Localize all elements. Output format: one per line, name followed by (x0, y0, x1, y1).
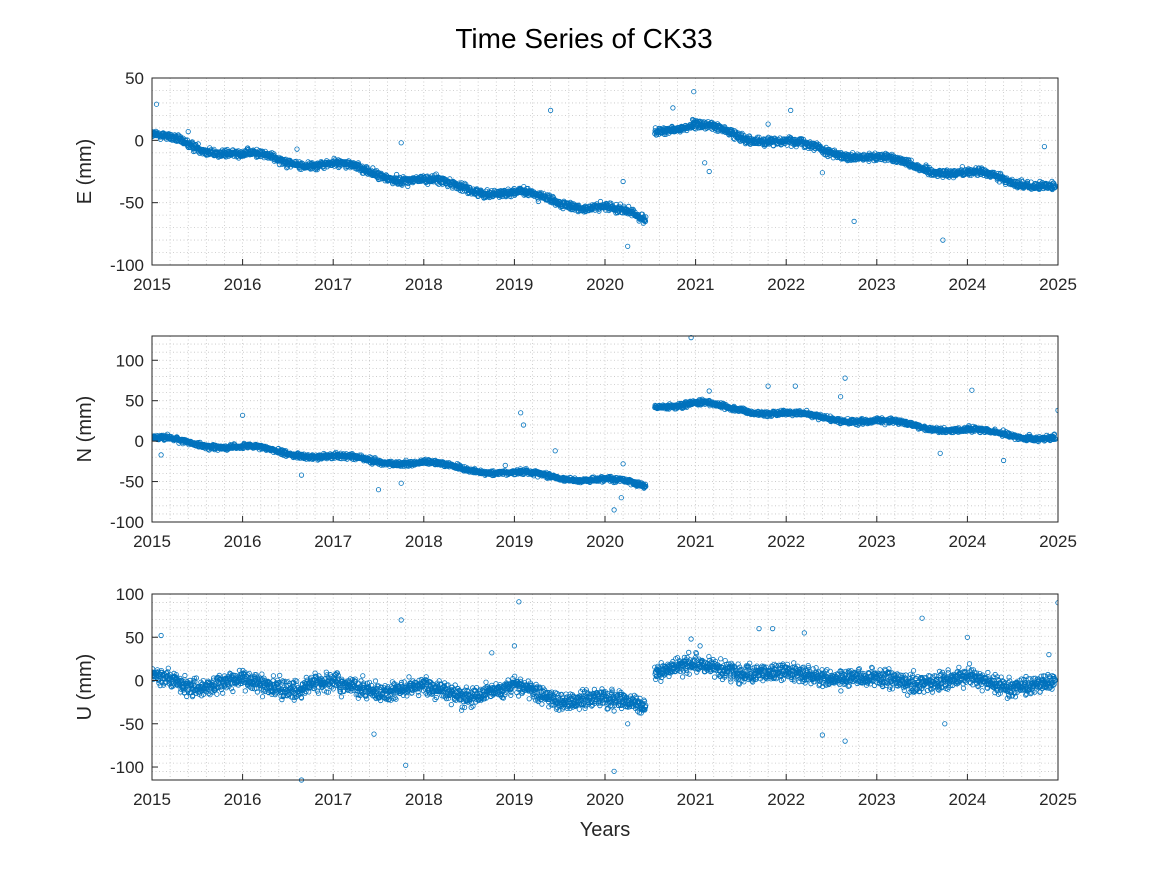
data-point (195, 141, 201, 147)
data-point (1051, 182, 1058, 188)
data-point (642, 481, 649, 487)
y-tick-label: -50 (119, 194, 144, 213)
x-tick-label: 2015 (133, 275, 171, 294)
data-point (908, 157, 914, 163)
panel-E: 2015 2016 2017 2018 2019 2020 2021 2022 2023 2024… (74, 69, 1077, 294)
outlier-point (1041, 144, 1048, 150)
x-tick-label: 2019 (495, 275, 533, 294)
panel-N: 2015 2016 2017 2018 2019 2020 2021 2022 2023 2024… (74, 334, 1077, 551)
y-axis-label: E (mm) (74, 139, 96, 205)
x-tick-label: 2024 (948, 275, 986, 294)
outlier-point (620, 178, 626, 185)
panels-root: 2015 2016 2017 2018 2019 2020 2021 2022 2023 2024… (74, 69, 1077, 809)
data-point (393, 171, 400, 178)
series-E-points (152, 89, 1058, 249)
data-point (733, 129, 739, 135)
outlier-point (625, 243, 631, 249)
data-point (643, 214, 649, 220)
x-tick-label: 2017 (314, 275, 352, 294)
data-point (643, 483, 649, 489)
data-point (321, 165, 327, 171)
data-point (866, 158, 872, 164)
plot-area (152, 78, 1058, 265)
x-tick-label: 2022 (767, 275, 805, 294)
outlier-point (294, 146, 300, 152)
outlier-point (702, 160, 708, 166)
y-tick-label: 50 (125, 69, 144, 88)
x-tick-label: 2023 (858, 275, 896, 294)
data-point (173, 133, 179, 139)
data-point (923, 164, 930, 170)
outlier-point (819, 170, 826, 176)
x-tick-label: 2021 (677, 275, 715, 294)
data-point (535, 198, 541, 205)
outlier-point (691, 89, 697, 95)
y-tick-label: 0 (135, 131, 144, 150)
x-tick-label: 2018 (405, 275, 443, 294)
outlier-point (706, 168, 712, 175)
y-tick-label: -100 (110, 256, 144, 275)
series-N-points (152, 334, 1058, 513)
data-point (777, 135, 783, 141)
outlier-point (765, 121, 771, 127)
data-point (906, 157, 912, 163)
outlier-point (398, 140, 404, 146)
outlier-point (788, 107, 794, 114)
data-point (405, 183, 411, 189)
data-point (625, 203, 632, 209)
x-tick-label: 2025 (1039, 275, 1077, 294)
x-tick-label: 2020 (586, 275, 624, 294)
outlier-point (153, 101, 160, 107)
data-point (621, 203, 627, 209)
outlier-point (547, 107, 554, 114)
outlier-point (670, 105, 676, 111)
grid-lines (151, 335, 1059, 523)
chart-title: Time Series of CK33 (455, 23, 712, 54)
outlier-point (851, 218, 857, 224)
x-tick-label: 2016 (224, 275, 262, 294)
outlier-point (940, 237, 946, 243)
outlier-point (185, 129, 191, 135)
